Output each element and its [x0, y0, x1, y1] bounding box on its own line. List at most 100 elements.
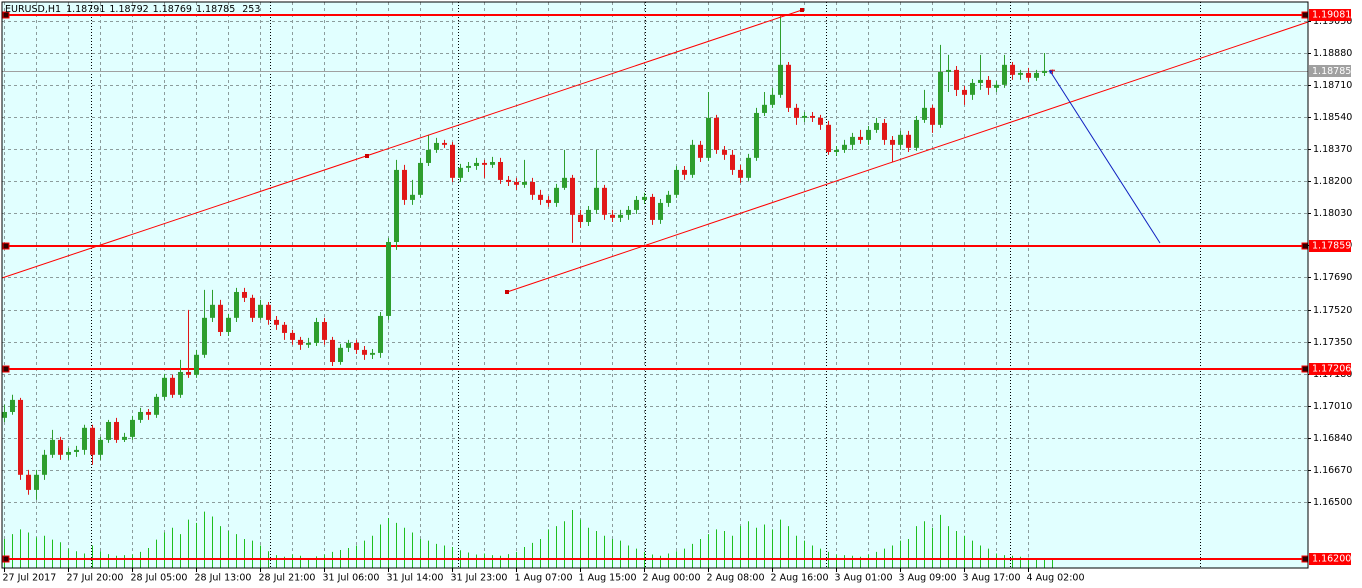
- candle-body: [210, 304, 215, 318]
- price-label: 1.18785: [1312, 66, 1351, 77]
- candle-body: [122, 436, 127, 440]
- y-tick-label: 1.17690: [1313, 272, 1352, 283]
- candle-body: [594, 187, 599, 210]
- candle-body: [386, 241, 391, 316]
- candle-body: [610, 214, 615, 218]
- candle-body: [394, 169, 399, 242]
- y-tick-label: 1.18540: [1313, 112, 1352, 123]
- y-tick-label: 1.17520: [1313, 305, 1352, 316]
- y-tick-label: 1.18880: [1313, 48, 1352, 59]
- y-tick-label: 1.17010: [1313, 401, 1352, 412]
- level-anchor: [1301, 365, 1309, 373]
- y-tick-label: 1.18200: [1313, 176, 1352, 187]
- candle-body: [418, 162, 423, 195]
- candle-body: [882, 122, 887, 140]
- candle-body: [690, 144, 695, 175]
- candle-body: [698, 144, 703, 158]
- candle-body: [186, 371, 191, 375]
- candle-body: [802, 115, 807, 118]
- x-tick-label: 3 Aug 01:00: [835, 573, 893, 584]
- level-label: 1.17859: [1312, 241, 1351, 252]
- candle-body: [370, 352, 375, 355]
- candle-body: [754, 112, 759, 158]
- y-tick-label: 1.17350: [1313, 337, 1352, 348]
- y-tick-label: 1.16670: [1313, 465, 1352, 476]
- candle-body: [498, 161, 503, 180]
- candle-body: [514, 181, 519, 185]
- projection-arrow: [1049, 70, 1053, 74]
- candle-body: [578, 214, 583, 222]
- candle-body: [562, 177, 567, 188]
- candle-body: [522, 181, 527, 185]
- candle-body: [194, 354, 199, 375]
- x-tick-label: 28 Jul 13:00: [195, 573, 252, 584]
- y-tick-label: 1.16840: [1313, 433, 1352, 444]
- trendline-anchor: [800, 8, 804, 12]
- candle-body: [18, 399, 23, 475]
- candle-body: [746, 157, 751, 178]
- candle-body: [938, 71, 943, 125]
- candle-body: [458, 167, 463, 178]
- candle-body: [1002, 64, 1007, 85]
- candle-body: [778, 64, 783, 95]
- candle-body: [898, 134, 903, 145]
- x-tick-label: 4 Aug 02:00: [1027, 573, 1085, 584]
- candle-body: [170, 377, 175, 395]
- candle-body: [810, 115, 815, 118]
- candle-body: [666, 194, 671, 203]
- candle-body: [506, 179, 511, 182]
- y-tick-label: 1.19050: [1313, 16, 1352, 27]
- candle-body: [682, 169, 687, 175]
- candle-body: [450, 144, 455, 178]
- header-low: 1.18769: [153, 4, 192, 15]
- candle-body: [1050, 69, 1055, 71]
- candle-body: [874, 122, 879, 130]
- level-label: 1.19081: [1312, 10, 1351, 21]
- upper-trendline: [1, 9, 803, 279]
- header-close: 1.18785: [196, 4, 235, 15]
- trendline-anchor: [505, 290, 509, 294]
- candle-body: [818, 117, 823, 125]
- level-anchor: [2, 365, 10, 373]
- candle-body: [274, 319, 279, 325]
- level-anchor: [2, 555, 10, 563]
- candle-body: [106, 421, 111, 440]
- candle-body: [554, 187, 559, 203]
- drawings: [1, 8, 1309, 294]
- candle-body: [658, 202, 663, 220]
- y-tick-label: 1.18030: [1313, 208, 1352, 219]
- candle-body: [946, 69, 951, 72]
- candle-body: [722, 149, 727, 155]
- candle-body: [290, 332, 295, 340]
- candle-body: [866, 129, 871, 140]
- candle-body: [178, 371, 183, 395]
- candle-body: [98, 439, 103, 455]
- level-label-box: [1309, 363, 1351, 375]
- x-tick-label: 28 Jul 05:00: [131, 573, 188, 584]
- candle-body: [42, 454, 47, 475]
- candle-body: [474, 162, 479, 166]
- candle-body: [330, 339, 335, 362]
- candle-body: [242, 291, 247, 298]
- candle-body: [202, 317, 207, 355]
- candle-body: [1010, 64, 1015, 75]
- axes: 1.19050 1.18880 1.18710 1.18540 1.18370 1.182…: [3, 9, 1352, 584]
- candle-body: [538, 194, 543, 200]
- x-tick-label: 3 Aug 09:00: [899, 573, 957, 584]
- candle-body: [738, 169, 743, 178]
- level-label-box: [1309, 9, 1351, 21]
- candle-body: [826, 124, 831, 152]
- candle-body: [426, 149, 431, 163]
- candle-body: [322, 321, 327, 340]
- candle-body: [138, 411, 143, 420]
- candle-body: [338, 347, 343, 362]
- level-anchor: [1301, 242, 1309, 250]
- candle-body: [890, 139, 895, 145]
- level-label: 1.16200: [1312, 554, 1351, 565]
- chart-header: EURUSD,H1 1.18791 1.18792 1.18769 1.18785 253: [5, 4, 260, 15]
- price-label-box: [1309, 65, 1351, 77]
- candle-body: [58, 439, 63, 455]
- candle-body: [66, 451, 71, 455]
- symbol: EURUSD,H1: [5, 4, 61, 15]
- x-tick-label: 28 Jul 21:00: [259, 573, 316, 584]
